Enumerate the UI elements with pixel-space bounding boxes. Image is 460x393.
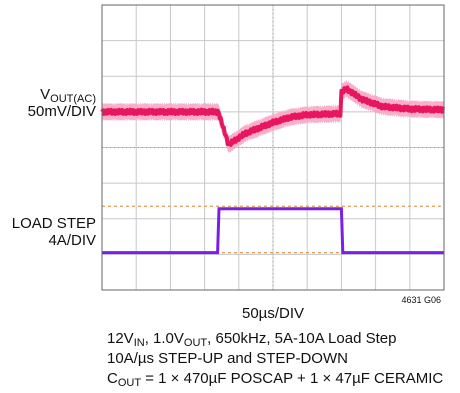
load-step-channel-label: LOAD STEP 4A/DIV — [11, 215, 96, 249]
vout-channel-label: VOUT(AC) 50mV/DIV — [27, 86, 96, 120]
caption-line-1: 12VIN, 1.0VOUT, 650kHz, 5A-10A Load Step — [107, 330, 397, 349]
scope-traces — [100, 79, 446, 255]
caption-line-3: COUT = 1 × 470µF POSCAP + 1 × 47µF CERAM… — [107, 370, 444, 389]
vout-trace — [100, 85, 446, 147]
load-step-trace — [102, 207, 444, 255]
plot-frame — [101, 4, 445, 291]
x-axis-label: 50µs/DIV — [242, 305, 304, 322]
scope-grid — [102, 5, 444, 290]
figure-id: 4631 G06 — [401, 295, 441, 305]
caption-line-2: 10A/µs STEP-UP and STEP-DOWN — [107, 350, 348, 367]
